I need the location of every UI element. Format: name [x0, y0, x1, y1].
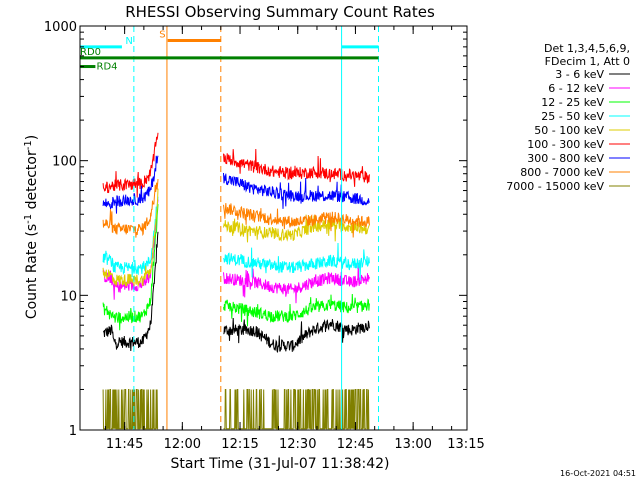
series-trace-post-8 — [223, 389, 370, 430]
series-trace-post-5 — [223, 148, 370, 187]
series-trace-pre-2 — [102, 204, 159, 331]
y-tick-label-2: 100 — [52, 155, 77, 170]
legend-entry-4: 50 - 100 keV — [534, 124, 604, 137]
flag-label-S: S — [159, 30, 165, 41]
legend-entry-3: 25 - 50 keV — [541, 110, 604, 123]
legend-entry-8: 7000 - 15000 keV — [506, 180, 604, 193]
flag-label-RD4: RD4 — [97, 62, 118, 73]
x-tick-label-0: 11:45 — [106, 437, 143, 452]
x-tick-label-6: 13:15 — [447, 437, 484, 452]
series-trace-post-3 — [223, 242, 370, 281]
legend-header-1: FDecim 1, Att 0 — [545, 55, 630, 68]
x-tick-label-4: 12:45 — [337, 437, 374, 452]
series-trace-pre-5 — [102, 132, 159, 198]
series-trace-pre-3 — [102, 196, 159, 278]
series-trace-post-1 — [223, 262, 370, 304]
flag-label-N: N — [125, 36, 132, 47]
x-tick-label-5: 13:00 — [394, 437, 431, 452]
legend-header-0: Det 1,3,4,5,6,9, — [544, 42, 630, 55]
y-tick-label-1: 10 — [60, 289, 77, 304]
legend-entry-7: 800 - 7000 keV — [520, 166, 604, 179]
legend-entry-1: 6 - 12 keV — [548, 82, 604, 95]
series-trace-post-2 — [223, 293, 370, 327]
legend: Det 1,3,4,5,6,9,FDecim 1, Att 03 - 6 keV… — [506, 42, 630, 193]
y-tick-label-3: 1000 — [44, 20, 77, 35]
legend-entry-6: 300 - 800 keV — [527, 152, 604, 165]
series-trace-post-7 — [223, 203, 370, 238]
x-axis-label: Start Time (31-Jul-07 11:38:42) — [170, 456, 389, 472]
chart-title: RHESSI Observing Summary Count Rates — [125, 3, 435, 21]
series-trace-post-0 — [223, 317, 370, 353]
timestamp: 16-Oct-2021 04:51 — [560, 469, 636, 478]
series-trace-pre-8 — [102, 389, 159, 430]
y-axis-label: Count Rate (s-1 detector-1) — [23, 135, 40, 319]
series-trace-pre-4 — [102, 188, 159, 288]
x-tick-label-1: 12:00 — [164, 437, 201, 452]
x-tick-label-2: 12:15 — [221, 437, 258, 452]
legend-entry-5: 100 - 300 keV — [527, 138, 604, 151]
series-trace-pre-0 — [102, 231, 159, 352]
series-trace-post-6 — [223, 172, 370, 209]
series-trace-post-4 — [223, 214, 370, 243]
flag-label-RD0: RD0 — [80, 47, 101, 58]
legend-entry-2: 12 - 25 keV — [541, 96, 604, 109]
plot-frame — [79, 25, 468, 431]
x-tick-label-3: 12:30 — [279, 437, 316, 452]
series-trace-pre-7 — [102, 179, 159, 238]
y-tick-label-0: 1 — [69, 424, 77, 439]
series-trace-pre-6 — [102, 155, 159, 214]
legend-entry-0: 3 - 6 keV — [555, 68, 604, 81]
